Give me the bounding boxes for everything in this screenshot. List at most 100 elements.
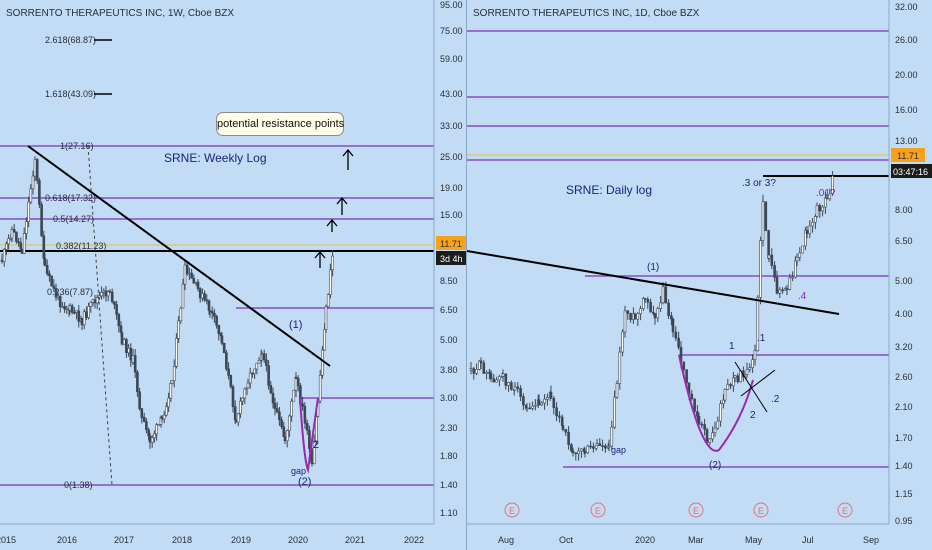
fib-level-label: 0.382(11.23) [56, 241, 106, 251]
up-arrow-head [326, 218, 338, 227]
candle-body [659, 302, 662, 309]
candle-body [543, 398, 546, 404]
candle-body [153, 433, 156, 439]
daily-chart-panel[interactable]: SRNE: Daily log (1) 1 .1 2 .2 (2) .4 .01? .3 or 3… [466, 0, 932, 550]
candle-body [722, 399, 725, 404]
time-tick-label: Jul [802, 535, 814, 545]
candle-body [567, 431, 570, 445]
candle-body [294, 376, 298, 379]
fib-level-label: 2.618(68.87) [45, 35, 96, 45]
candle-body [312, 440, 316, 465]
candle-body [100, 292, 103, 297]
candle-body [639, 308, 642, 314]
candle-body [275, 408, 279, 413]
candle-body [257, 360, 261, 364]
candle-body [794, 260, 797, 278]
price-tick-label: 2.60 [895, 372, 913, 382]
candle-body [516, 386, 520, 389]
price-candles [469, 171, 834, 461]
candle-body [117, 314, 121, 327]
candle-body [778, 289, 782, 294]
price-tick-label: 1.15 [895, 489, 913, 499]
candle-body [43, 258, 47, 266]
wave-label: (2) [298, 476, 311, 488]
candle-body [708, 438, 712, 443]
price-tick-label: 26.00 [895, 35, 918, 45]
candle-body [131, 355, 135, 363]
candle-body [288, 415, 291, 431]
candle-body [671, 318, 675, 333]
candle-body [531, 405, 534, 409]
candle-body [165, 406, 168, 416]
event-marker [753, 502, 769, 518]
price-tick-label: 1.10 [440, 508, 458, 518]
candle-body [703, 424, 706, 430]
candle-body [241, 397, 244, 402]
candle-body [723, 389, 727, 401]
weekly-chart-canvas[interactable]: 2.618(68.87) 1.618(43.09) 1(27.16) 0.618(17… [0, 0, 466, 550]
fib-retracement: 2.618(68.87) 1.618(43.09) 1(27.16) 0.618(17… [45, 35, 113, 490]
candle-body [113, 301, 116, 305]
candle-body [775, 277, 779, 294]
candle-body [192, 278, 196, 284]
price-tick-label: 1.40 [895, 461, 913, 471]
event-marker [837, 502, 853, 518]
candle-body [788, 277, 792, 290]
candle-body [594, 445, 598, 449]
candle-body [185, 264, 189, 274]
candle-body [831, 175, 834, 195]
time-tick-label: Aug [498, 535, 514, 545]
candle-body [35, 159, 39, 181]
fib-level-label: 1.618(43.09) [45, 89, 96, 99]
price-tick-label: 3.20 [895, 342, 913, 352]
candle-body [751, 359, 754, 368]
candle-body [808, 225, 812, 234]
candle-body [798, 252, 802, 258]
daily-chart-canvas[interactable]: SRNE: Daily log (1) 1 .1 2 .2 (2) .4 .01? .3 or 3… [467, 0, 932, 550]
time-tick-label: 2016 [57, 535, 77, 545]
price-tick-label: 2.10 [895, 402, 913, 412]
candle-body [693, 398, 696, 412]
candle-body [48, 273, 51, 277]
candle-body [183, 264, 187, 285]
candle-body [278, 411, 281, 421]
candle-body [285, 430, 289, 442]
time-tick-label: 2020 [635, 535, 655, 545]
candle-body [38, 180, 41, 205]
event-marker-label: E [693, 506, 699, 516]
candle-body [253, 368, 256, 374]
candle-body [475, 369, 478, 374]
candle-body [246, 382, 250, 389]
candle-body [91, 299, 95, 303]
candle-body [222, 342, 226, 354]
candle-body [697, 416, 701, 425]
candle-body [22, 233, 26, 254]
candle-body [667, 302, 670, 317]
price-tick-label: 4.00 [895, 309, 913, 319]
candle-body [198, 288, 202, 299]
candle-body [54, 288, 58, 298]
candle-body [29, 188, 33, 203]
candle-body [122, 339, 126, 345]
candle-body [732, 377, 735, 387]
candle-body [243, 388, 247, 399]
candle-body [40, 204, 43, 237]
countdown-label: 3d 4h [440, 254, 463, 264]
candle-body [618, 351, 622, 384]
candle-body [58, 295, 62, 308]
wedge-upper-line [734, 361, 768, 413]
candle-body [824, 197, 827, 208]
candle-body [643, 298, 647, 300]
candle-body [110, 291, 114, 303]
price-tick-label: 3.80 [440, 365, 458, 375]
weekly-chart-panel[interactable]: 2.618(68.87) 1.618(43.09) 1(27.16) 0.618(17… [0, 0, 466, 550]
candle-body [19, 242, 23, 250]
candle-body [633, 313, 637, 320]
candle-body [201, 293, 204, 299]
time-tick-label: 2017 [114, 535, 134, 545]
last-price-tag [891, 148, 925, 162]
candle-body [586, 445, 590, 454]
resistance-note: potential resistance points [216, 112, 344, 136]
candle-body [498, 376, 501, 381]
candle-body [52, 285, 56, 289]
